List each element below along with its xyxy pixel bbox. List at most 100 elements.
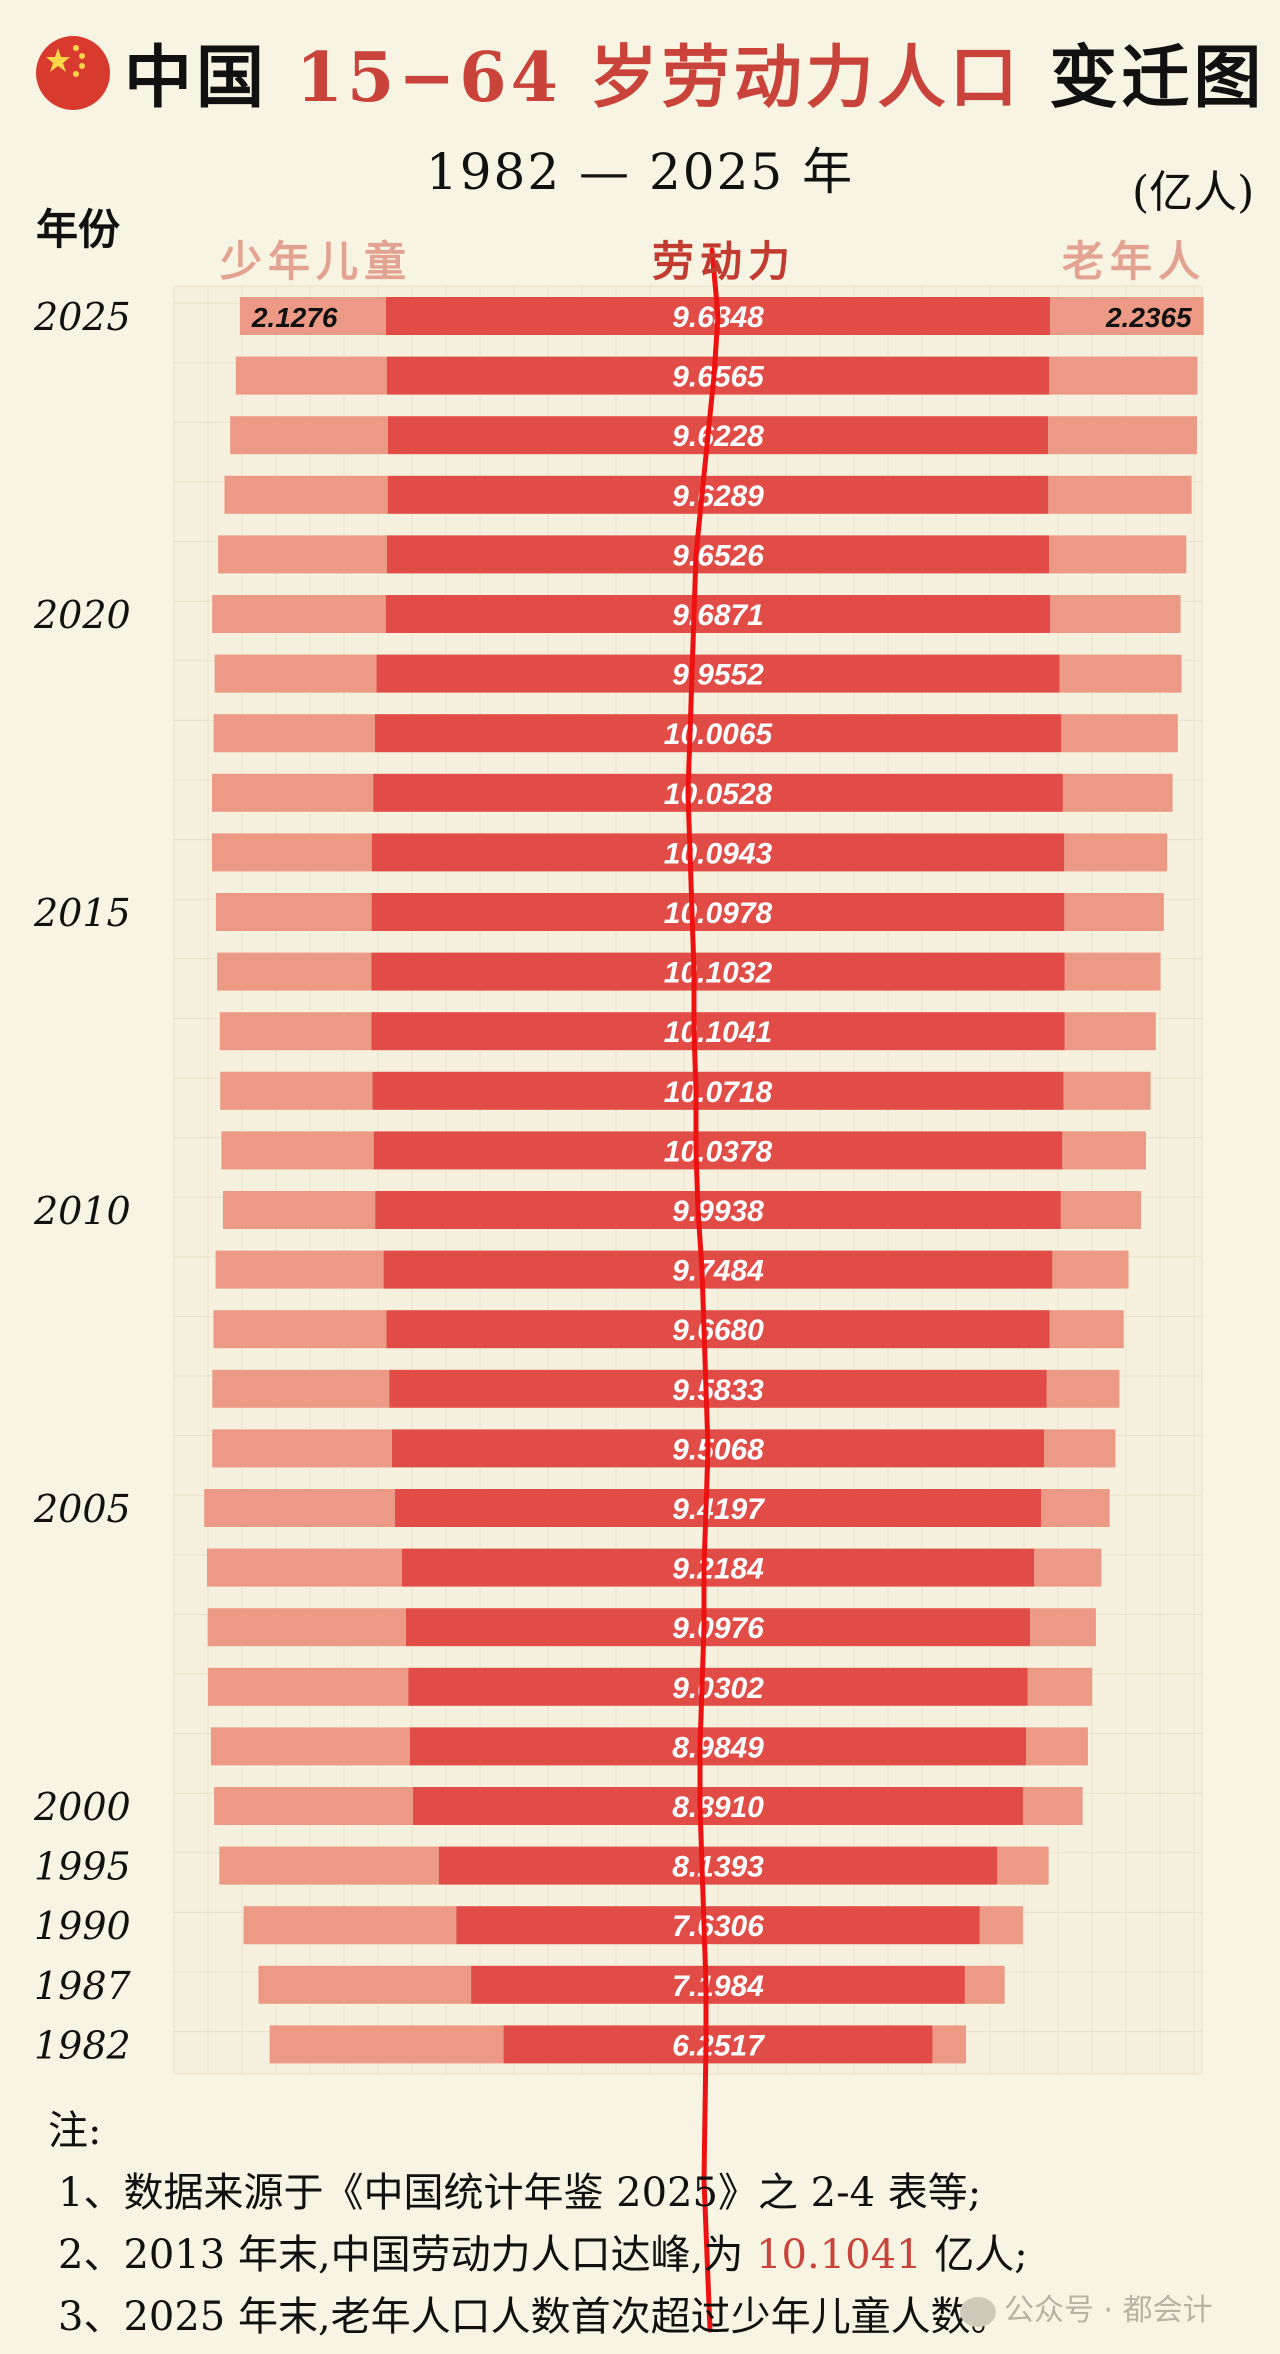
data-label-labor: 9.4197	[672, 1493, 765, 1526]
bar-labor	[408, 1667, 1028, 1706]
bar-elderly	[1062, 773, 1173, 812]
data-label-labor: 9.9938	[672, 1195, 764, 1228]
data-label-labor: 9.2184	[672, 1553, 764, 1586]
bar-children	[211, 773, 374, 812]
china-flag-icon	[36, 36, 110, 110]
bar-elderly	[1041, 1489, 1110, 1527]
notes: 注: 1、数据来源于《中国统计年鉴 2025》之 2-4 表等; 2、2013 …	[48, 2100, 1028, 2348]
data-label-labor: 9.6565	[672, 361, 765, 394]
bar-children	[212, 595, 386, 633]
bar-children	[222, 1191, 376, 1229]
bar-children	[213, 1310, 387, 1349]
bar-elderly	[1049, 535, 1187, 574]
bar-elderly	[997, 1846, 1049, 1885]
year-tick-label: 2010	[33, 1189, 131, 1233]
bar-labor	[409, 1727, 1027, 1766]
bar-labor	[383, 1250, 1053, 1289]
bar-children	[212, 1429, 392, 1468]
bar-elderly	[1064, 1012, 1156, 1051]
wechat-icon	[960, 2296, 996, 2327]
bar-children	[210, 1727, 410, 1766]
data-label-labor: 9.6871	[672, 599, 764, 632]
bar-children	[215, 1250, 384, 1289]
year-tick-label: 2000	[33, 1785, 131, 1829]
bar-children	[215, 893, 372, 931]
bar-elderly	[1064, 952, 1161, 991]
data-label-labor: 9.7484	[672, 1255, 764, 1288]
column-header-children: 少年儿童	[220, 237, 413, 286]
page-title: 中国 15−64 岁劳动力人口 变迁图	[124, 22, 1265, 121]
data-label-children: 2.1276	[251, 302, 338, 333]
data-label-elderly: 2.2365	[1105, 302, 1192, 333]
bar-labor	[391, 1429, 1045, 1468]
data-label-labor: 9.5833	[672, 1374, 764, 1407]
column-header-elderly: 老年人	[1062, 237, 1207, 286]
bar-children	[269, 2025, 504, 2064]
bar-children	[239, 297, 386, 335]
unit-label: (亿人)	[1132, 167, 1255, 218]
data-label-labor: 10.0528	[664, 778, 773, 811]
bar-elderly	[979, 1906, 1023, 1945]
note-item: 3、2025 年末,老年人口人数首次超过少年儿童人数。	[58, 2294, 1011, 2340]
data-label-labor: 9.0976	[672, 1612, 764, 1645]
data-label-labor: 10.0718	[664, 1076, 773, 1109]
data-label-labor: 9.5068	[672, 1433, 764, 1466]
data-label-labor: 9.6228	[672, 420, 764, 453]
title-highlight: 15−64 岁劳动力人口	[295, 38, 1022, 118]
bar-labor	[371, 893, 1065, 931]
bar-children	[219, 1846, 439, 1885]
data-label-labor: 8.1393	[672, 1851, 764, 1884]
data-label-labor: 7.1984	[672, 1970, 764, 2003]
bar-elderly	[1050, 595, 1181, 633]
bar-elderly	[1022, 1787, 1083, 1825]
watermark: 公众号 · 都会计	[960, 2285, 1213, 2329]
note-item: 2、2013 年末,中国劳动力人口达峰,为 10.1041 亿人;	[58, 2232, 1028, 2278]
bar-children	[206, 1548, 402, 1587]
bar-elderly	[1050, 297, 1204, 335]
bar-children	[213, 714, 375, 753]
bar-elderly	[1063, 1071, 1151, 1110]
bar-labor	[471, 1965, 965, 2004]
data-label-labor: 10.0378	[664, 1135, 773, 1168]
bar-elderly	[1059, 654, 1182, 693]
bar-labor	[386, 1310, 1050, 1349]
bar-labor	[405, 1608, 1031, 1647]
bar-elderly	[1027, 1667, 1093, 1706]
data-label-labor: 7.6306	[672, 1910, 764, 1943]
year-tick-label: 1990	[34, 1904, 131, 1948]
bar-children	[230, 416, 388, 455]
title-suffix: 变迁图	[1049, 38, 1266, 118]
bar-children	[214, 1787, 414, 1825]
bar-labor	[503, 2025, 933, 2064]
bar-children	[204, 1489, 395, 1527]
bar-children	[207, 1667, 409, 1706]
bar-children	[221, 1131, 374, 1170]
bar-elderly	[1064, 893, 1164, 931]
note-item: 1、数据来源于《中国统计年鉴 2025》之 2-4 表等;	[58, 2170, 982, 2216]
data-label-labor: 9.9552	[672, 659, 764, 692]
year-tick-label: 2020	[33, 593, 131, 637]
bar-elderly	[1048, 416, 1197, 455]
bar-children	[212, 1369, 390, 1408]
data-label-labor: 10.0065	[664, 718, 774, 751]
bar-children	[217, 952, 372, 991]
bar-labor	[374, 714, 1062, 753]
bar-labor	[375, 1191, 1061, 1229]
bar-labor	[371, 833, 1065, 872]
subtitle: 1982 — 2025 年	[425, 143, 855, 201]
bar-elderly	[1064, 833, 1168, 872]
bar-labor	[372, 1071, 1064, 1110]
bar-elderly	[964, 1965, 1005, 2004]
data-label-labor: 9.0302	[672, 1672, 764, 1705]
data-label-labor: 10.0978	[664, 897, 773, 930]
bar-labor	[386, 356, 1050, 395]
bar-labor	[401, 1548, 1035, 1587]
data-label-labor: 9.6680	[672, 1314, 764, 1347]
column-header-labor: 劳动力	[652, 237, 797, 286]
bar-elderly	[1049, 1310, 1124, 1349]
plot-area	[173, 285, 1203, 2075]
bar-labor	[386, 535, 1050, 574]
data-label-labor: 9.6289	[672, 480, 764, 513]
bar-labor	[389, 1369, 1047, 1408]
